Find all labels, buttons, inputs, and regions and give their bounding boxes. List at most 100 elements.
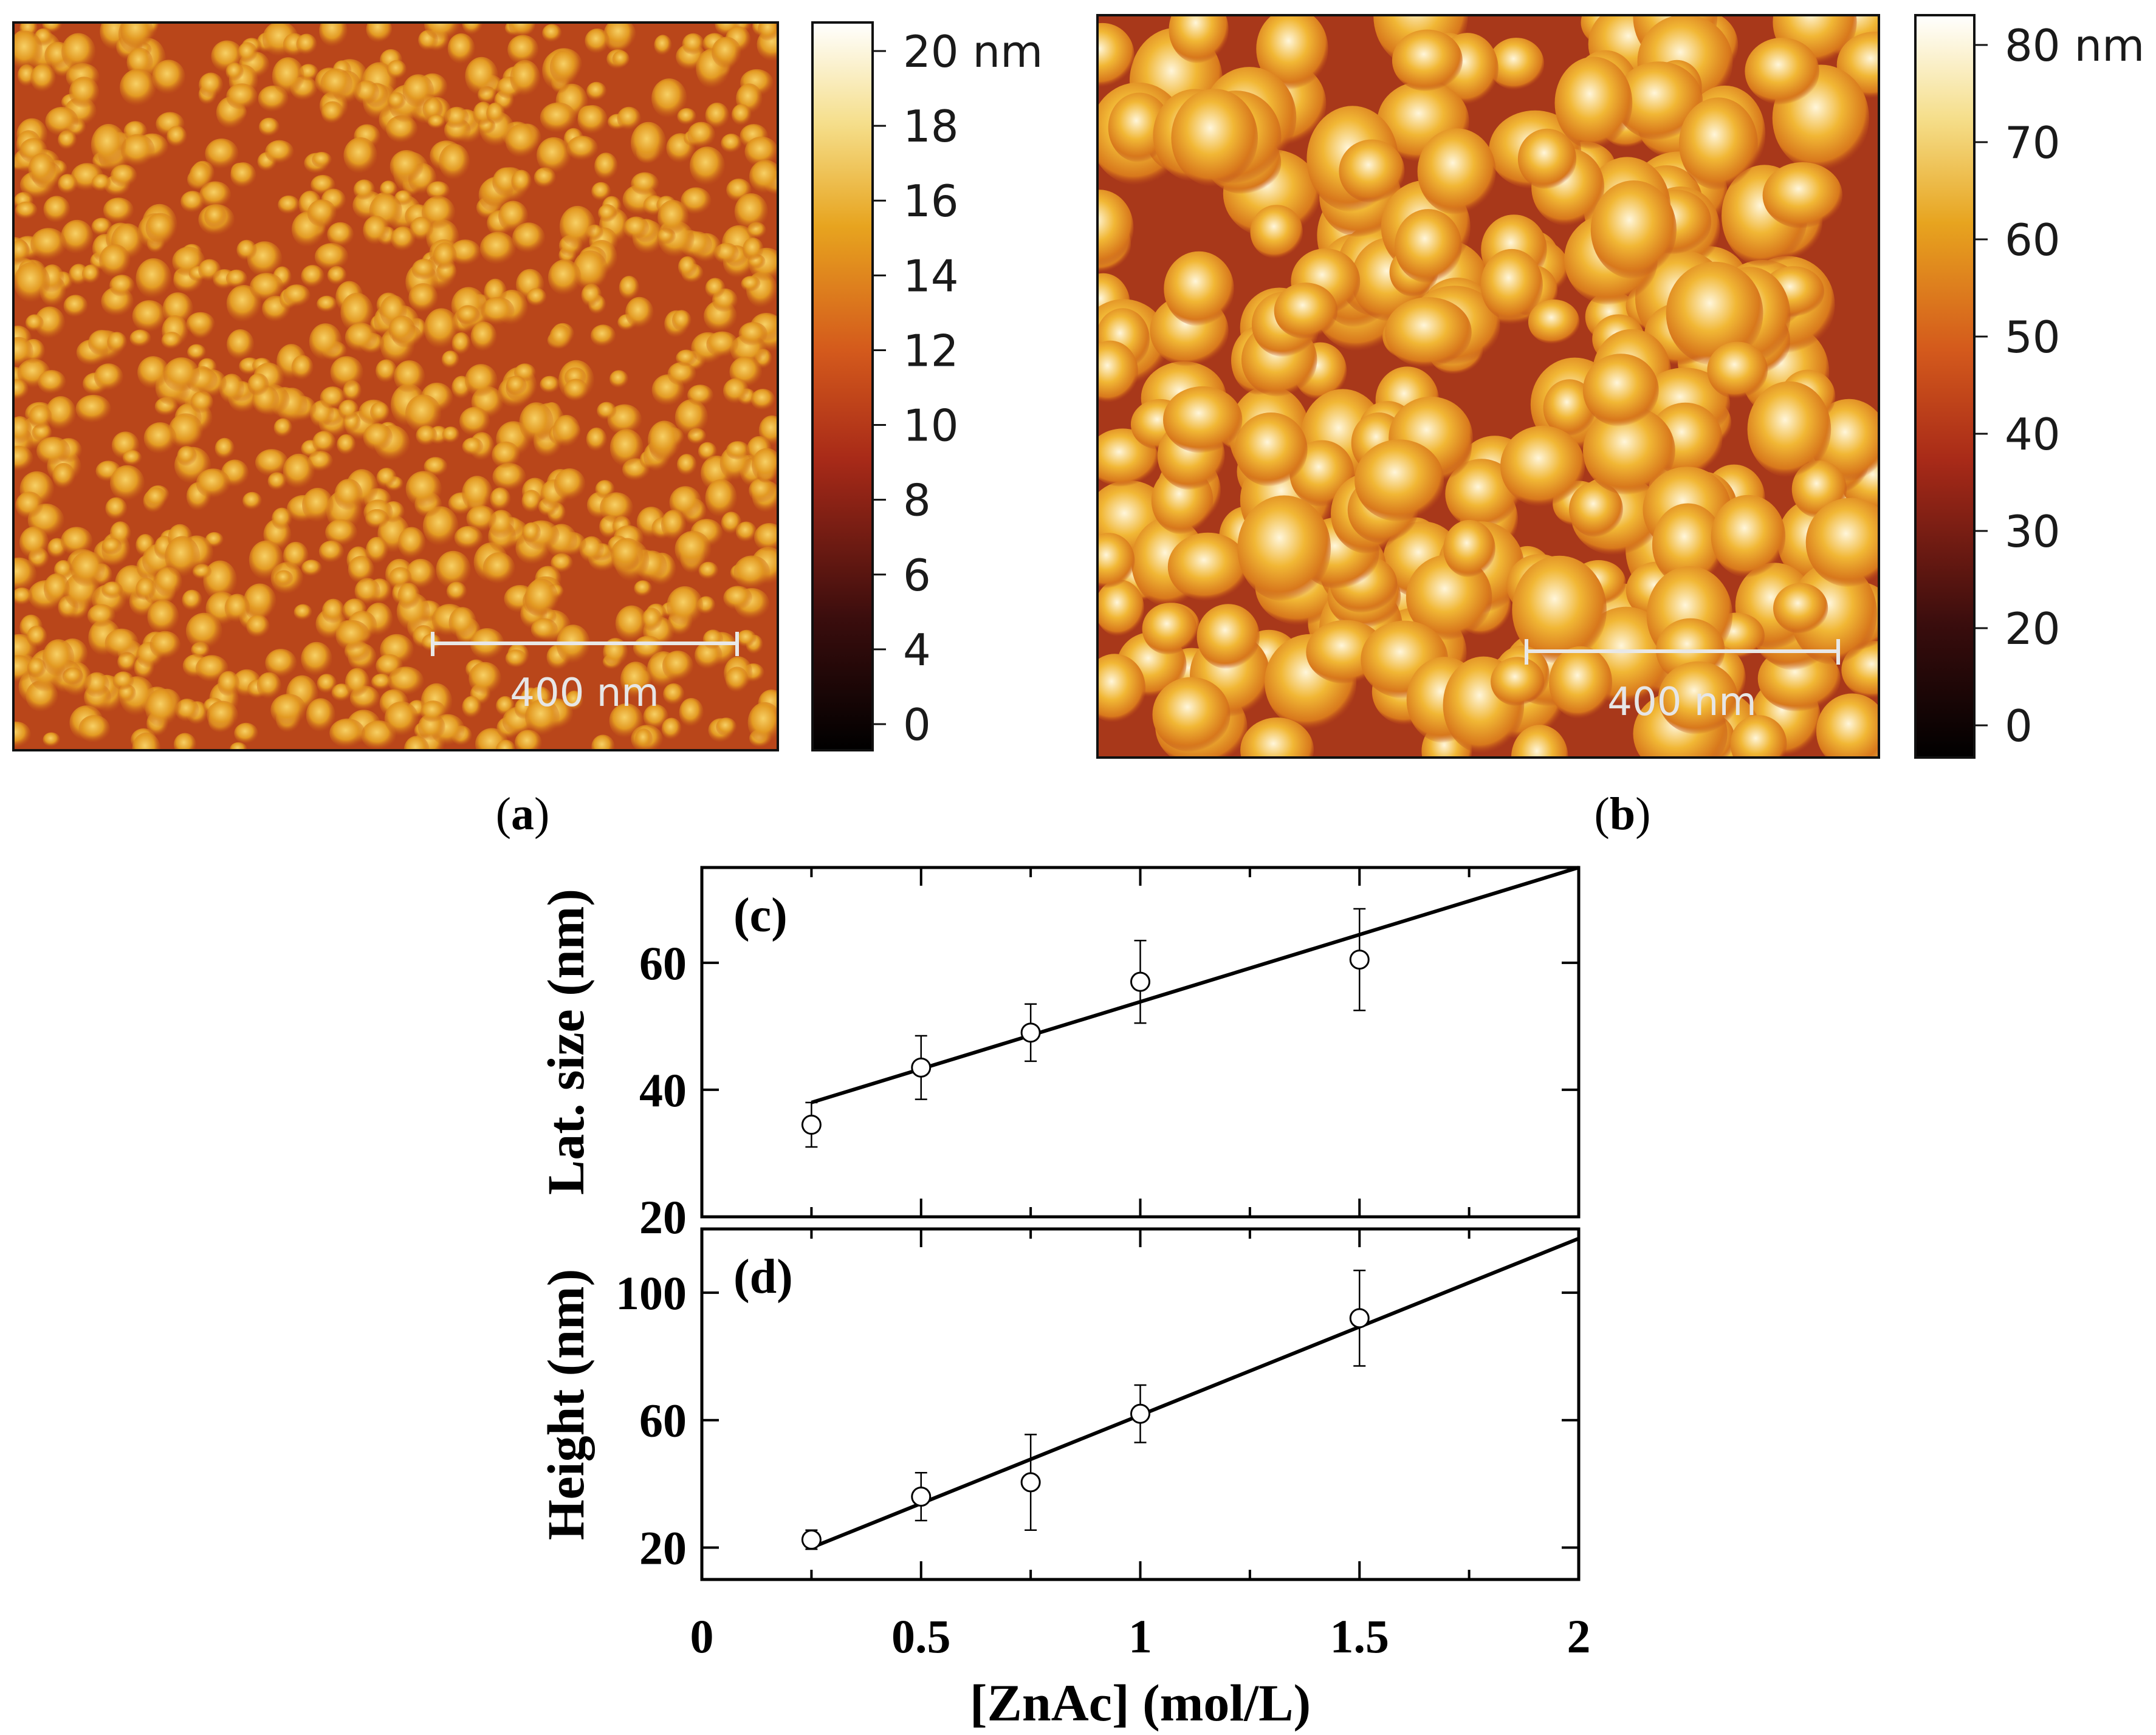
y-tick-label: 20 xyxy=(639,1191,687,1244)
afm-grain xyxy=(1152,677,1231,752)
afm-grain xyxy=(754,523,778,552)
afm-grain xyxy=(145,487,167,508)
afm-grain xyxy=(505,124,538,158)
colorbar-tick-label: 80 nm xyxy=(2005,20,2144,71)
afm-grain xyxy=(325,519,357,546)
afm-grain xyxy=(227,329,255,360)
afm-grain xyxy=(1491,657,1545,707)
afm-grain xyxy=(524,578,558,618)
x-tick-label: 2 xyxy=(1567,1610,1591,1663)
afm-grain xyxy=(634,580,652,597)
afm-grain xyxy=(397,527,426,559)
afm-grain xyxy=(559,205,596,248)
plot-c: 20 40 60 (c) Lat. size (nm) xyxy=(537,866,1581,1244)
afm-grain xyxy=(609,429,644,467)
afm-grain xyxy=(705,102,729,129)
x-tick-label: 1.5 xyxy=(1330,1610,1390,1663)
afm-grain xyxy=(272,57,304,95)
afm-grain xyxy=(199,181,232,208)
afm-grain xyxy=(180,191,205,213)
afm-grain xyxy=(1167,532,1248,601)
afm-grain xyxy=(705,479,737,518)
afm-grain xyxy=(551,553,573,573)
afm-grain xyxy=(490,487,511,511)
afm-grain xyxy=(509,22,535,38)
afm-grain xyxy=(103,197,134,224)
afm-grain xyxy=(1549,646,1613,719)
afm-grain xyxy=(1097,22,1135,87)
afm-grain xyxy=(537,137,571,174)
afm-grain xyxy=(1762,162,1842,229)
afm-grain xyxy=(733,555,771,589)
afm-grain xyxy=(436,550,471,589)
afm-grains-b xyxy=(1097,15,1879,758)
afm-grain xyxy=(13,262,50,303)
afm-grain xyxy=(749,478,775,503)
afm-grain xyxy=(301,265,324,288)
afm-grain xyxy=(617,106,641,130)
afm-grain xyxy=(439,143,470,180)
afm-grain xyxy=(1097,190,1134,267)
afm-grain xyxy=(1666,261,1763,366)
afm-grain xyxy=(143,422,177,454)
afm-grain xyxy=(43,196,70,223)
afm-grain xyxy=(552,415,580,447)
afm-grain xyxy=(682,33,705,55)
colorbar-tick-label: 0 xyxy=(2005,700,2033,751)
y-axis-title: Height (nm) xyxy=(537,1269,595,1541)
afm-grain xyxy=(320,68,353,100)
afm-grain xyxy=(586,81,607,101)
afm-grain xyxy=(411,258,437,281)
afm-grain xyxy=(424,457,448,477)
afm-grain xyxy=(334,479,363,511)
colorbar-tick-label: 8 xyxy=(903,475,931,526)
afm-grain xyxy=(1730,715,1787,758)
afm-grain xyxy=(365,508,389,529)
afm-grain xyxy=(527,288,547,307)
afm-grain xyxy=(450,239,481,265)
afm-grain xyxy=(424,22,460,41)
colorbar-tick-label: 50 xyxy=(2005,312,2061,363)
colorbar-tick-label: 14 xyxy=(903,250,959,301)
afm-grain xyxy=(120,69,156,106)
afm-grain xyxy=(247,373,269,396)
afm-grain xyxy=(597,402,617,420)
afm-grain xyxy=(165,536,201,577)
afm-grain xyxy=(678,256,698,278)
shared-x-axis: 0 0.5 1 1.5 2 [ZnAc] (mol/L) xyxy=(690,1610,1591,1732)
afm-grain xyxy=(642,607,662,632)
afm-grain xyxy=(205,139,239,169)
afm-grain xyxy=(343,137,377,174)
afm-grain xyxy=(132,732,161,750)
afm-grain xyxy=(549,325,572,349)
afm-grain xyxy=(482,552,515,584)
afm-grain xyxy=(45,106,79,136)
afm-grain xyxy=(459,406,490,436)
afm-grain xyxy=(91,217,112,236)
afm-grain xyxy=(320,386,346,409)
afm-grain xyxy=(675,399,708,436)
afm-grain xyxy=(1543,379,1596,437)
afm-grain xyxy=(515,730,542,750)
afm-grain xyxy=(380,180,397,198)
afm-grain xyxy=(633,635,663,660)
colorbar-tick-label: 30 xyxy=(2005,506,2061,557)
afm-grain xyxy=(734,193,768,230)
afm-grain xyxy=(751,448,778,482)
afm-grain xyxy=(521,490,542,513)
afm-grain xyxy=(648,420,681,460)
afm-grain xyxy=(1339,139,1405,203)
afm-grain xyxy=(91,124,126,166)
afm-grain xyxy=(1488,38,1545,91)
afm-grain xyxy=(586,427,607,452)
afm-grain xyxy=(687,385,713,406)
afm-grain xyxy=(654,35,672,56)
afm-grain xyxy=(433,242,457,270)
afm-grain xyxy=(736,629,757,648)
y-tick-label: 60 xyxy=(639,1394,687,1447)
afm-grain xyxy=(408,283,438,313)
colorbar-b-ticks: 80 nm 70 60 50 40 30 20 0 xyxy=(1974,20,2144,751)
afm-grain xyxy=(302,488,334,522)
afm-grain xyxy=(462,437,484,456)
afm-grain xyxy=(283,453,315,489)
